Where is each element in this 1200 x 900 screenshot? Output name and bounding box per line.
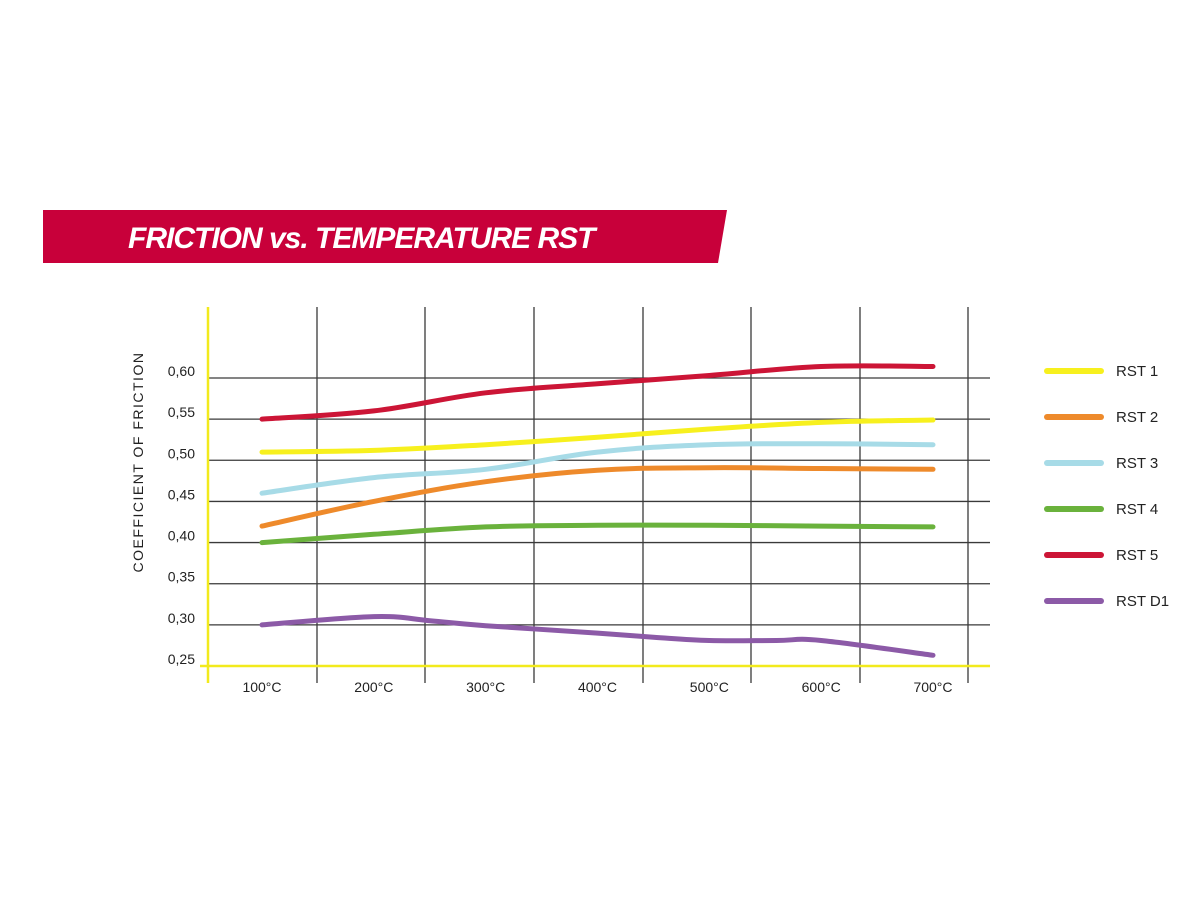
y-axis-label: COEFFICIENT OF FRICTION <box>130 352 146 573</box>
legend-label-rst-5: RST 5 <box>1116 547 1158 564</box>
y-tick-label: 0,50 <box>168 445 195 461</box>
axes <box>200 307 990 683</box>
series-line-rst-4 <box>259 522 936 546</box>
series-line-rst-1 <box>259 417 936 455</box>
title-banner: FRICTION vs. TEMPERATURE RST <box>43 210 727 263</box>
y-tick-label: 0,45 <box>168 486 195 502</box>
legend-label-rst-3: RST 3 <box>1116 455 1158 472</box>
x-tick-label: 700°C <box>913 679 952 695</box>
legend-label-rst-2: RST 2 <box>1116 409 1158 426</box>
series-line-rst-d1 <box>259 614 936 658</box>
x-tick-label: 100°C <box>242 679 281 695</box>
x-tick-labels: 100°C 200°C 300°C 400°C 500°C 600°C 700°C <box>242 679 952 695</box>
x-tick-label: 200°C <box>354 679 393 695</box>
y-tick-label: 0,40 <box>168 528 195 544</box>
x-tick-label: 300°C <box>466 679 505 695</box>
chart-title: FRICTION vs. TEMPERATURE RST <box>128 222 598 255</box>
legend-label-rst-d1: RST D1 <box>1116 593 1169 610</box>
y-tick-label: 0,60 <box>168 363 195 379</box>
legend-label-rst-4: RST 4 <box>1116 501 1158 518</box>
y-tick-labels: 0,25 0,30 0,35 0,40 0,45 0,50 0,55 0,60 <box>168 363 195 667</box>
grid <box>208 307 990 683</box>
x-tick-label: 600°C <box>802 679 841 695</box>
legend-label-rst-1: RST 1 <box>1116 363 1158 380</box>
x-tick-label: 400°C <box>578 679 617 695</box>
series-line-rst-5 <box>259 363 936 422</box>
series-lines <box>259 363 936 658</box>
legend: RST 1 RST 2 RST 3 RST 4 RST 5 RST D1 <box>1044 363 1169 610</box>
y-tick-label: 0,30 <box>168 610 195 626</box>
y-tick-label: 0,25 <box>168 651 195 667</box>
x-tick-label: 500°C <box>690 679 729 695</box>
series-line-rst-2 <box>259 465 936 529</box>
y-tick-label: 0,55 <box>168 404 195 420</box>
series-line-rst-3 <box>259 441 936 496</box>
title-banner-background <box>43 210 727 263</box>
y-tick-label: 0,35 <box>168 569 195 585</box>
